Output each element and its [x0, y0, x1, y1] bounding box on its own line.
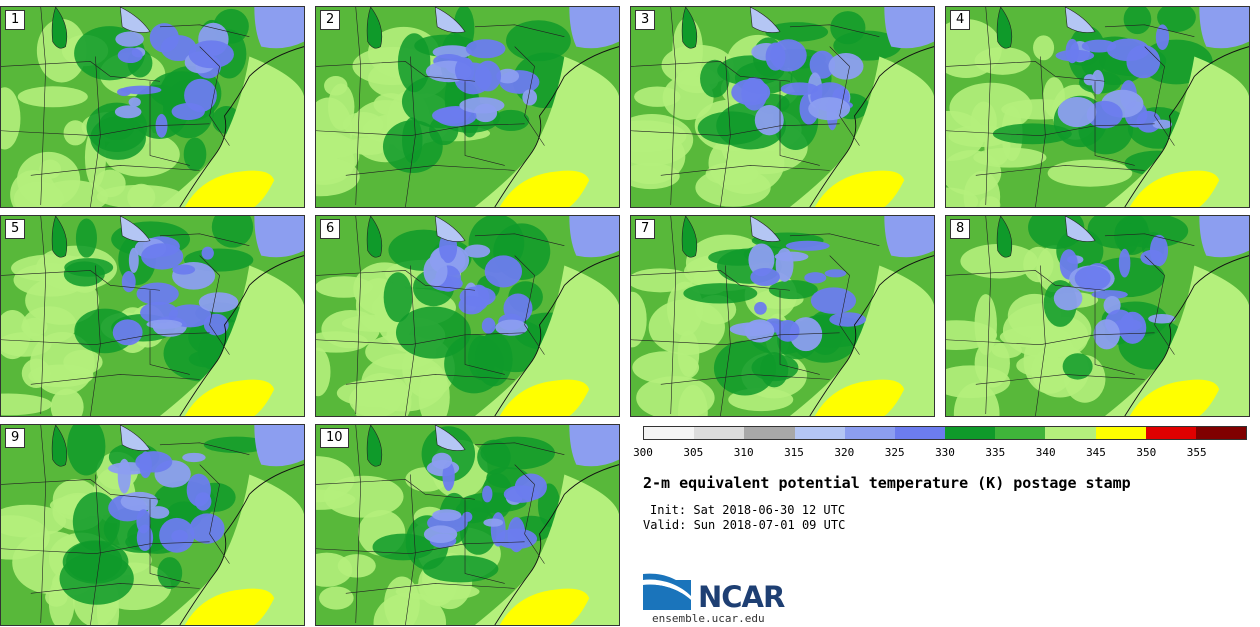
map-field [631, 7, 934, 207]
panel-number-label: 9 [5, 428, 26, 448]
ensemble-member-panel: 3 [630, 6, 935, 208]
ensemble-member-panel: 6 [315, 215, 620, 417]
colorbar-tick-label: 350 [1136, 446, 1157, 459]
ncar-logo-icon [643, 573, 691, 610]
colorbar-segment [694, 427, 745, 439]
ensemble-member-panel: 7 [630, 215, 935, 417]
colorbar-segment [995, 427, 1046, 439]
colorbar-segment [1095, 427, 1146, 439]
colorbar-segment [1045, 427, 1096, 439]
colorbar-segment [794, 427, 845, 439]
ensemble-member-panel: 5 [0, 215, 305, 417]
ncar-logo-text: NCAR [698, 580, 785, 614]
colorbar-segment [1195, 427, 1247, 439]
colorbar-tick-label: 345 [1086, 446, 1106, 459]
panel-number-label: 8 [950, 219, 971, 239]
ensemble-member-panel: 1 [0, 6, 305, 208]
map-field [946, 216, 1249, 416]
colorbar-segment [744, 427, 795, 439]
colorbar-tick-label: 320 [834, 446, 855, 459]
colorbar-tick-label: 340 [1035, 446, 1056, 459]
map-field [1, 425, 304, 625]
map-field [1, 216, 304, 416]
colorbar-segment [844, 427, 895, 439]
colorbar-tick-label: 310 [733, 446, 754, 459]
panel-number-label: 1 [5, 10, 26, 30]
colorbar-tick-label: 335 [985, 446, 1006, 459]
ensemble-member-panel: 4 [945, 6, 1250, 208]
colorbar-tick-label: 300 [633, 446, 653, 459]
ensemble-member-panel: 8 [945, 215, 1250, 417]
init-time: Init: Sat 2018-06-30 12 UTC [650, 503, 846, 517]
colorbar-segment [894, 427, 946, 439]
panel-number-label: 4 [950, 10, 971, 30]
map-field [316, 425, 619, 625]
colorbar-tick-label: 325 [884, 446, 905, 459]
colorbar-tick-label: 315 [784, 446, 804, 459]
figure-title: 2-m equivalent potential temperature (K)… [643, 474, 1131, 492]
colorbar [643, 426, 1247, 440]
map-field [1, 7, 304, 207]
map-field [316, 216, 619, 416]
colorbar-tick-label: 355 [1186, 446, 1207, 459]
colorbar-segment [1145, 427, 1196, 439]
map-field [946, 7, 1249, 207]
site-url: ensemble.ucar.edu [652, 612, 765, 625]
panel-number-label: 2 [320, 10, 341, 30]
panel-number-label: 6 [320, 219, 341, 239]
ensemble-member-panel: 10 [315, 424, 620, 626]
colorbar-segment [945, 427, 996, 439]
ensemble-member-panel: 9 [0, 424, 305, 626]
panel-number-label: 10 [320, 428, 349, 448]
map-field [631, 216, 934, 416]
ensemble-member-panel: 2 [315, 6, 620, 208]
valid-time: Valid: Sun 2018-07-01 09 UTC [643, 518, 846, 532]
panel-number-label: 7 [635, 219, 656, 239]
colorbar-segment [644, 427, 695, 439]
panel-number-label: 3 [635, 10, 656, 30]
colorbar-tick-label: 330 [935, 446, 955, 459]
colorbar-tick-label: 305 [683, 446, 704, 459]
panel-number-label: 5 [5, 219, 26, 239]
map-field [316, 7, 619, 207]
